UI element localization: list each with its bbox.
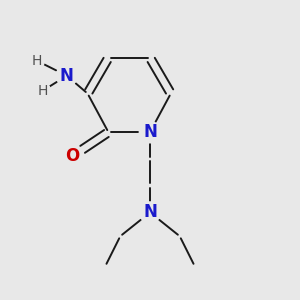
Circle shape — [56, 65, 77, 86]
Text: O: O — [66, 147, 80, 165]
Circle shape — [62, 146, 83, 166]
Text: H: H — [38, 84, 48, 98]
Text: H: H — [32, 54, 42, 68]
Text: N: N — [143, 123, 157, 141]
Text: N: N — [143, 203, 157, 221]
Circle shape — [140, 202, 160, 223]
Text: N: N — [60, 67, 74, 85]
Circle shape — [30, 53, 44, 68]
Circle shape — [140, 122, 160, 142]
Circle shape — [36, 83, 50, 98]
